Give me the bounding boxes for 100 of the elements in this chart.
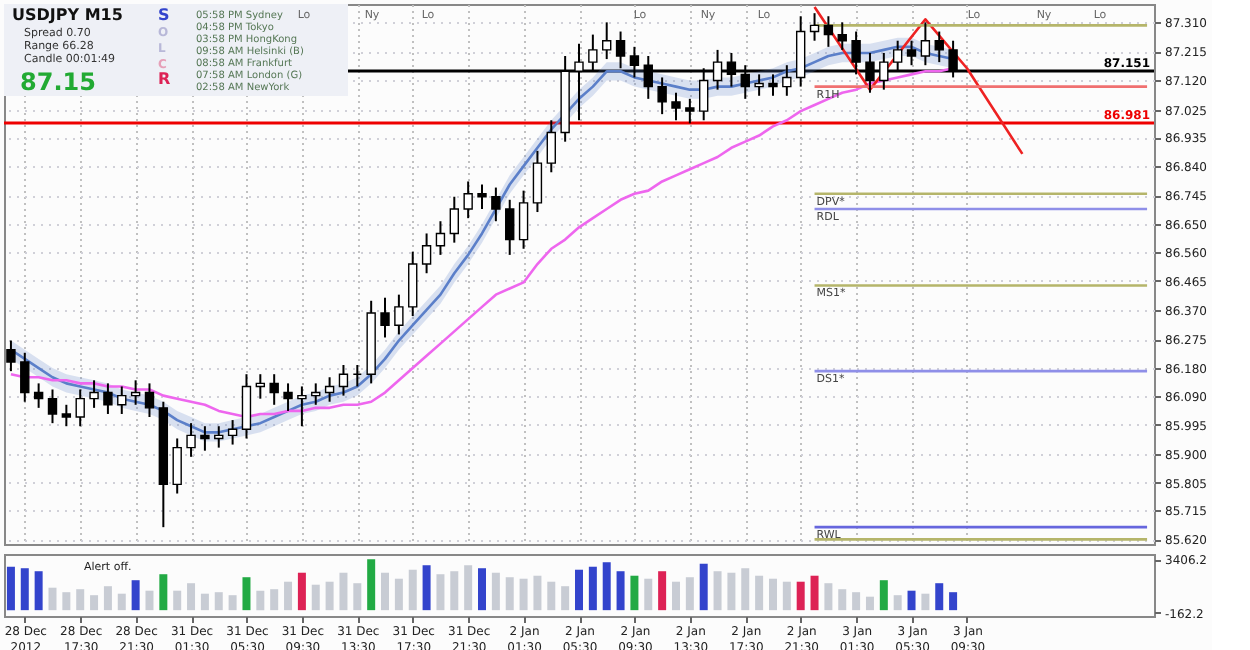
bar [284, 581, 293, 611]
bar [422, 565, 431, 611]
bar [921, 593, 930, 611]
bar [768, 578, 777, 611]
candlestick [47, 388, 58, 425]
candlestick [477, 183, 487, 210]
bar [588, 566, 597, 611]
bar [367, 559, 376, 611]
candlestick [809, 12, 820, 42]
candlestick [6, 339, 16, 373]
bar [339, 572, 348, 611]
bar [561, 586, 570, 611]
bar [727, 572, 736, 611]
bar [616, 571, 625, 611]
candlestick [602, 21, 612, 61]
candlestick [394, 293, 404, 336]
bar [297, 572, 306, 611]
bar [796, 581, 805, 611]
candlestick [130, 379, 141, 406]
candlestick [241, 373, 252, 440]
bar [893, 595, 902, 611]
bar [935, 583, 944, 611]
bar [436, 574, 445, 611]
candlestick [255, 373, 266, 400]
bar [755, 575, 764, 611]
bar [685, 577, 694, 611]
candlestick [505, 198, 515, 256]
candlestick [33, 382, 44, 409]
candlestick [297, 385, 307, 428]
candlestick [518, 189, 529, 250]
bar [547, 581, 556, 611]
candlestick [338, 364, 349, 397]
bar [145, 590, 154, 611]
candlestick [214, 425, 224, 449]
candlestick [75, 388, 85, 428]
bar [505, 577, 514, 611]
candlestick [823, 15, 834, 48]
bar [103, 586, 112, 611]
bar [699, 563, 708, 611]
candlestick [685, 97, 695, 125]
candlestick [920, 21, 931, 67]
annotation: R [158, 70, 171, 88]
candlestick [837, 21, 847, 51]
bar [117, 593, 126, 611]
candlestick [906, 39, 917, 67]
candlestick [227, 419, 238, 446]
candlestick [449, 195, 459, 244]
annotation: S [158, 6, 170, 24]
bar [658, 571, 667, 611]
bar [242, 577, 251, 611]
candlestick [408, 250, 418, 318]
candlestick [283, 382, 293, 412]
bar [852, 592, 861, 611]
bar [20, 568, 29, 611]
candlestick [200, 425, 210, 452]
bar [48, 587, 57, 611]
bar [879, 580, 888, 611]
bar [131, 580, 140, 611]
bar [270, 589, 279, 611]
candlestick [144, 382, 155, 419]
bar [6, 566, 15, 611]
candlestick [435, 220, 446, 256]
candlestick [61, 403, 72, 428]
bar [630, 575, 639, 611]
candlestick [546, 119, 556, 174]
bar [394, 578, 403, 611]
candlestick [532, 149, 543, 214]
candlestick [89, 379, 99, 409]
bar [311, 584, 320, 611]
candlestick [311, 382, 321, 406]
bar [519, 578, 528, 611]
candlestick [657, 76, 667, 116]
bar [34, 571, 43, 611]
bar [865, 596, 874, 611]
bar [450, 571, 459, 611]
line-series [813, 5, 1024, 156]
candlestick [324, 376, 335, 403]
bar [575, 569, 583, 611]
chart-title: USDJPY M15 [12, 6, 124, 24]
bar [838, 589, 847, 611]
bar [824, 583, 833, 611]
candlestick [186, 422, 196, 458]
bar [408, 569, 417, 611]
bar [214, 592, 223, 611]
bar [187, 583, 196, 611]
candlestick [671, 91, 681, 122]
bar [464, 565, 473, 611]
bar [533, 575, 542, 611]
candlestick [380, 296, 390, 339]
bar [949, 592, 958, 611]
bar [228, 595, 237, 611]
bar [741, 568, 750, 611]
bar [602, 562, 611, 611]
bar [907, 590, 916, 611]
candlestick [117, 385, 127, 415]
candlestick [269, 373, 279, 406]
candlestick [463, 180, 473, 220]
candlestick [172, 437, 182, 495]
bar [353, 583, 362, 611]
bar [200, 593, 209, 611]
